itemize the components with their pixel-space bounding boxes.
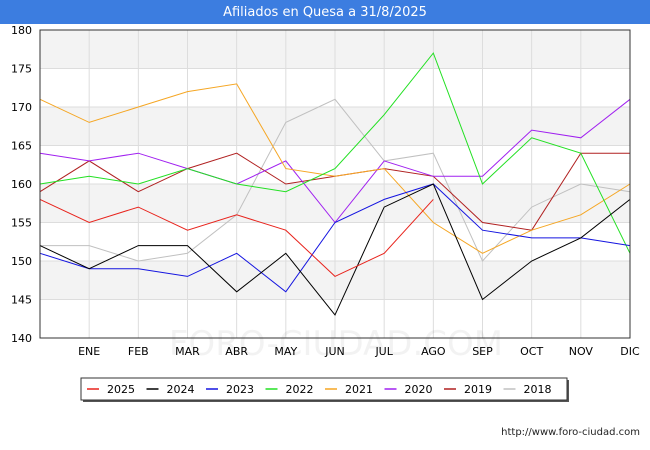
x-tick-label: AGO	[421, 345, 446, 358]
legend-box	[80, 377, 568, 401]
y-tick-label: 150	[11, 255, 32, 268]
x-axis-ticks: ENE FEB MAR ABR MAY JUN JUL AGO SEP OCT NOV DIC	[78, 345, 640, 358]
series-line-2025	[39, 198, 434, 277]
x-tick-label: FEB	[128, 345, 149, 358]
legend-label-2024: 2024	[167, 383, 195, 396]
y-tick-label: 170	[11, 101, 32, 114]
x-tick-label: ABR	[225, 345, 248, 358]
legend-label-2025: 2025	[107, 383, 135, 396]
series-line-2024	[39, 183, 631, 316]
x-tick-label: ENE	[78, 345, 100, 358]
x-tick-label: MAY	[274, 345, 297, 358]
series-line-2022	[39, 52, 631, 254]
series-line-2021	[39, 83, 631, 254]
legend-label-2021: 2021	[345, 383, 373, 396]
plot-frame	[39, 29, 631, 339]
x-tick-label: DIC	[620, 345, 640, 358]
y-tick-label: 180	[11, 24, 32, 37]
legend-label-2022: 2022	[286, 383, 314, 396]
series-lines	[39, 52, 631, 316]
legend: 2025 2024 2023 2022 2021 2020 2019 2018	[80, 377, 569, 402]
y-tick-label: 175	[11, 63, 32, 76]
y-tick-label: 160	[11, 178, 32, 191]
line-chart: FORO-CIUDAD.COM 140 145 150 155 160 165 170 175…	[11, 24, 640, 402]
legend-label-2019: 2019	[464, 383, 492, 396]
x-tick-label: JUN	[324, 345, 345, 358]
y-tick-label: 145	[11, 294, 32, 307]
watermark: FORO-CIUDAD.COM	[169, 324, 503, 364]
y-axis-ticks: 140 145 150 155 160 165 170 175 180	[11, 24, 32, 345]
legend-label-2018: 2018	[524, 383, 552, 396]
series-line-2023	[39, 183, 631, 293]
x-tick-label: OCT	[520, 345, 543, 358]
x-tick-label: SEP	[472, 345, 493, 358]
y-tick-label: 155	[11, 217, 32, 230]
footer-url[interactable]: http://www.foro-ciudad.com	[501, 427, 640, 438]
y-tick-label: 165	[11, 140, 32, 153]
series-line-2018	[40, 98, 631, 262]
x-tick-label: MAR	[175, 345, 200, 358]
legend-label-2020: 2020	[405, 383, 433, 396]
y-tick-label: 140	[11, 332, 32, 345]
x-tick-label: JUL	[374, 345, 393, 358]
legend-label-2023: 2023	[226, 383, 254, 396]
x-tick-label: NOV	[569, 345, 594, 358]
chart-title: Afiliados en Quesa a 31/8/2025	[0, 0, 650, 24]
